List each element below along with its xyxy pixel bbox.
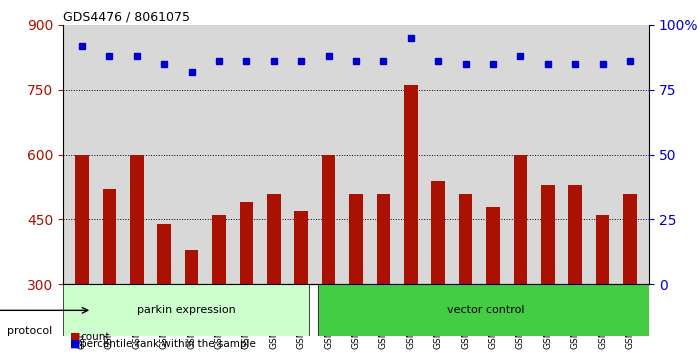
Text: vector control: vector control [447, 306, 525, 315]
Text: protocol: protocol [7, 326, 52, 336]
Bar [486, 206, 500, 284]
Bar [514, 155, 527, 284]
Bar [623, 194, 637, 284]
Text: ■: ■ [70, 332, 80, 342]
Bar [239, 202, 253, 284]
Bar [103, 189, 117, 284]
FancyBboxPatch shape [63, 284, 309, 336]
Bar [568, 185, 582, 284]
Bar [267, 194, 281, 284]
Bar [431, 181, 445, 284]
Bar [541, 185, 555, 284]
Bar [595, 215, 609, 284]
Bar [459, 194, 473, 284]
Bar [185, 250, 198, 284]
Bar [349, 194, 363, 284]
Bar [322, 155, 336, 284]
Bar [404, 85, 417, 284]
Bar [376, 194, 390, 284]
Bar [157, 224, 171, 284]
Text: count: count [80, 332, 110, 342]
Bar [295, 211, 308, 284]
Text: GDS4476 / 8061075: GDS4476 / 8061075 [63, 11, 190, 24]
Text: ■: ■ [70, 339, 80, 349]
Text: percentile rank within the sample: percentile rank within the sample [80, 339, 256, 349]
Text: parkin expression: parkin expression [137, 306, 235, 315]
Bar [212, 215, 226, 284]
Bar [75, 155, 89, 284]
Bar [130, 155, 144, 284]
FancyBboxPatch shape [318, 284, 655, 336]
